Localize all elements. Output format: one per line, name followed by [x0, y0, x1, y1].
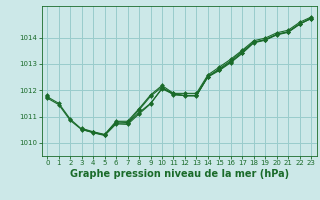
X-axis label: Graphe pression niveau de la mer (hPa): Graphe pression niveau de la mer (hPa): [70, 169, 289, 179]
